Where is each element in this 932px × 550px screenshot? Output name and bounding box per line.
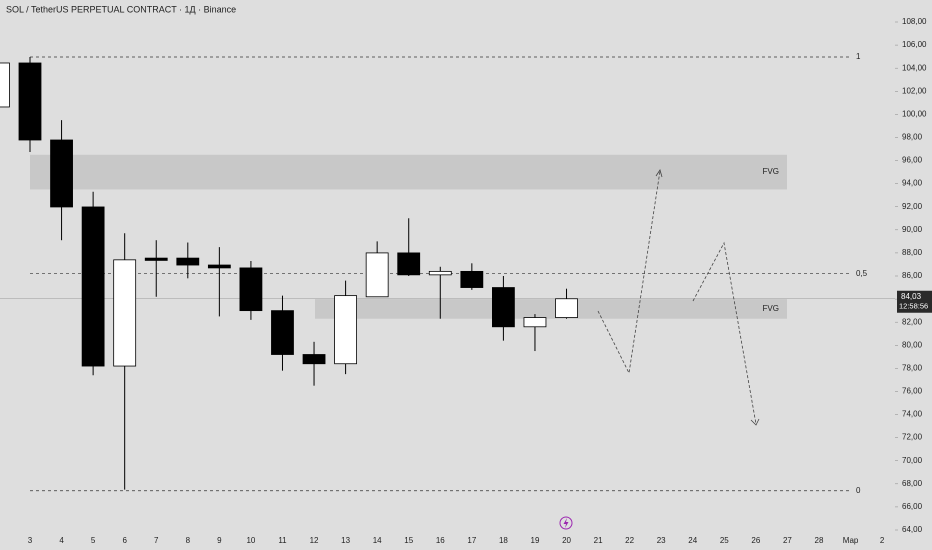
x-tick-label: 24	[688, 536, 697, 545]
projection-path	[692, 241, 757, 425]
candle-body	[334, 295, 358, 365]
candle-body	[81, 206, 105, 367]
x-tick-label: 22	[625, 536, 634, 545]
y-tick-label: 104,00	[902, 63, 927, 72]
fvg-zone	[30, 154, 787, 190]
last-price-label: 84,03	[901, 292, 922, 301]
candle-body	[460, 270, 484, 288]
x-tick-label: 25	[720, 536, 729, 545]
candle-body	[176, 257, 200, 266]
x-tick-label: 10	[246, 536, 255, 545]
candle-body	[113, 259, 137, 367]
x-tick-label: 11	[278, 536, 287, 545]
x-tick-label: 6	[122, 536, 127, 545]
x-tick-label: 27	[783, 536, 792, 545]
x-tick-label: 4	[59, 536, 64, 545]
projection-arrowhead	[750, 418, 760, 426]
y-tick-label: 94,00	[902, 179, 923, 188]
fvg-zone	[315, 299, 787, 319]
x-tick-label: 18	[499, 536, 508, 545]
x-tick-label: 19	[531, 536, 540, 545]
fvg-label: FVG	[763, 304, 779, 313]
x-tick-label: 7	[154, 536, 159, 545]
candle-body	[302, 354, 326, 365]
y-tick-label: 72,00	[902, 433, 923, 442]
y-tick-label: 82,00	[902, 317, 923, 326]
y-tick-label: 90,00	[902, 225, 923, 234]
x-tick-label: Мар	[843, 536, 859, 545]
candle-body	[491, 287, 515, 328]
candle-body	[18, 62, 42, 141]
countdown-label: 12:58:56	[899, 302, 928, 311]
x-tick-label: 8	[186, 536, 191, 545]
y-tick-label: 64,00	[902, 525, 923, 534]
x-tick-label: 28	[815, 536, 824, 545]
y-tick-label: 92,00	[902, 202, 923, 211]
y-tick-label: 78,00	[902, 363, 923, 372]
x-tick-label: 14	[373, 536, 382, 545]
x-tick-label: 17	[467, 536, 476, 545]
candle-body	[50, 139, 73, 208]
last-price-box	[897, 290, 932, 313]
candle-body	[523, 317, 547, 328]
candle-body	[271, 310, 294, 355]
fib-label: 0,5	[856, 269, 868, 278]
x-tick-label: 5	[91, 536, 96, 545]
chart-title: SOL / TetherUS PERPETUAL CONTRACT · 1Д ·…	[6, 4, 236, 14]
candle-body	[397, 252, 421, 276]
y-tick-label: 98,00	[902, 133, 923, 142]
candle-body	[428, 270, 452, 276]
fvg-label: FVG	[763, 167, 779, 176]
candle-body	[365, 252, 389, 298]
fib-label: 1	[856, 52, 861, 61]
y-tick-label: 66,00	[902, 502, 923, 511]
candle-body	[555, 298, 578, 318]
candle-body	[144, 257, 168, 261]
projection-arrowhead	[655, 169, 663, 178]
fib-label: 0	[856, 486, 861, 495]
y-tick-label: 108,00	[902, 17, 927, 26]
y-tick-label: 96,00	[902, 156, 923, 165]
x-tick-label: 20	[562, 536, 571, 545]
x-tick-label: 16	[436, 536, 445, 545]
y-tick-label: 106,00	[902, 40, 927, 49]
x-tick-label: 13	[341, 536, 350, 545]
y-tick-label: 86,00	[902, 271, 923, 280]
x-tick-label: 3	[28, 536, 33, 545]
y-tick-label: 102,00	[902, 86, 927, 95]
y-tick-label: 68,00	[902, 479, 923, 488]
x-tick-label: 21	[594, 536, 603, 545]
y-tick-label: 70,00	[902, 456, 923, 465]
y-tick-label: 76,00	[902, 387, 923, 396]
replay-icon[interactable]	[559, 516, 573, 530]
x-tick-label: 23	[657, 536, 666, 545]
candle-body	[0, 62, 10, 108]
y-tick-label: 74,00	[902, 410, 923, 419]
y-tick-label: 80,00	[902, 340, 923, 349]
candle-body	[239, 267, 263, 312]
y-tick-label: 88,00	[902, 248, 923, 257]
x-tick-label: 9	[217, 536, 222, 545]
x-tick-label: 26	[751, 536, 760, 545]
x-tick-label: 15	[404, 536, 413, 545]
x-tick-label: 12	[310, 536, 319, 545]
projection-path	[597, 170, 661, 375]
candle-body	[207, 264, 231, 269]
y-tick-label: 100,00	[902, 109, 927, 118]
x-tick-label: 2	[880, 536, 885, 545]
